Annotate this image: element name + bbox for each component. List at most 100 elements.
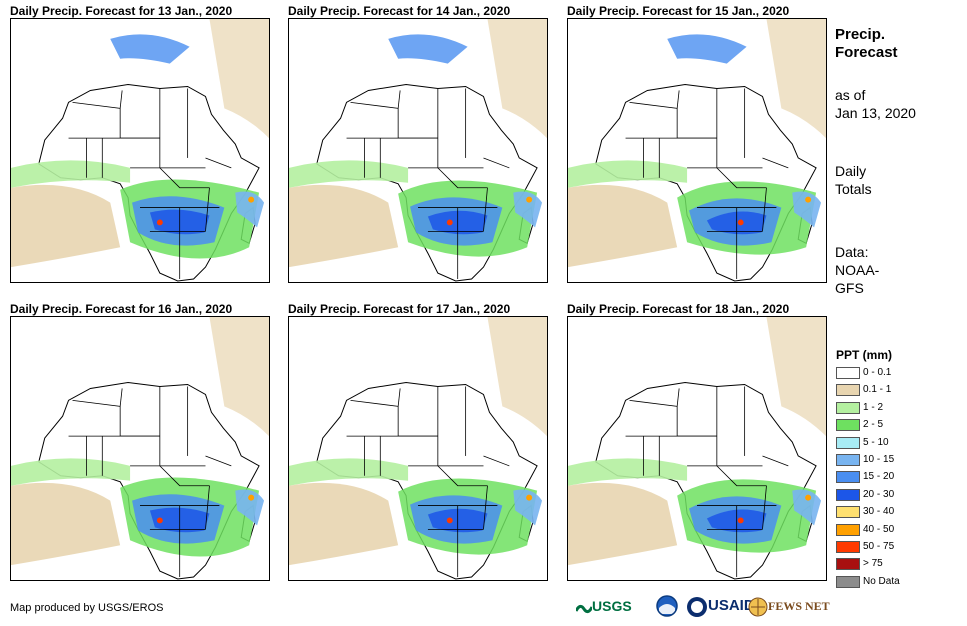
map-panel-14-jan: Daily Precip. Forecast for 14 Jan., 2020 xyxy=(288,5,548,283)
precip-core xyxy=(513,191,543,228)
as-of-label: as of xyxy=(835,87,866,103)
precip-band xyxy=(11,160,131,188)
light-rain-area xyxy=(289,184,399,268)
heavy-rain-cell xyxy=(526,196,533,203)
country-border xyxy=(437,465,488,487)
precip-map xyxy=(288,316,548,581)
legend-swatch xyxy=(836,471,860,484)
legend-label: 40 - 50 xyxy=(863,523,895,535)
precip-core xyxy=(792,191,822,228)
legend-swatch xyxy=(836,541,860,553)
africa-map-svg xyxy=(568,317,826,580)
legend-swatch xyxy=(836,367,860,379)
precip-band xyxy=(568,458,688,486)
country-border xyxy=(716,465,767,487)
heavy-rain-cell xyxy=(737,219,744,226)
precip-band xyxy=(289,160,409,188)
map-panel-18-jan: Daily Precip. Forecast for 18 Jan., 2020 xyxy=(567,303,827,581)
precip-map xyxy=(10,18,270,283)
precip-core xyxy=(235,191,265,228)
legend-swatch xyxy=(836,454,860,466)
map-panel-16-jan: Daily Precip. Forecast for 16 Jan., 2020 xyxy=(10,303,270,581)
noaa-emblem-icon xyxy=(656,595,678,617)
country-border xyxy=(205,455,232,467)
africa-map-svg xyxy=(11,19,269,282)
country-border xyxy=(205,157,232,169)
legend-swatch xyxy=(836,558,860,571)
legend-label: 30 - 40 xyxy=(863,506,895,518)
legend-label: No Data xyxy=(863,575,900,587)
panel-title: Daily Precip. Forecast for 14 Jan., 2020 xyxy=(288,4,511,18)
heavy-rain-cell xyxy=(248,494,255,501)
product-title-line1: Precip. xyxy=(835,26,886,43)
usaid-seal-icon xyxy=(687,596,707,617)
heavy-rain-cell xyxy=(446,517,453,524)
heavy-rain-cell xyxy=(737,517,744,524)
light-rain-area xyxy=(209,19,269,139)
country-border xyxy=(159,167,210,189)
africa-map-svg xyxy=(289,317,547,580)
legend-label: 0.1 - 1 xyxy=(863,384,892,396)
fewsnet-globe-icon xyxy=(748,597,768,617)
heavy-rain-cell xyxy=(805,196,812,203)
country-border xyxy=(762,187,767,232)
light-rain-area xyxy=(766,19,826,139)
legend-swatch xyxy=(836,488,860,501)
legend-label: 50 - 75 xyxy=(863,541,895,552)
panel-title: Daily Precip. Forecast for 13 Jan., 2020 xyxy=(10,4,233,18)
usaid-logo: USAID xyxy=(686,594,755,618)
light-rain-area xyxy=(568,184,678,268)
as-of-date: Jan 13, 2020 xyxy=(835,105,916,121)
data-source-line2: NOAA- xyxy=(835,262,880,278)
legend-swatch xyxy=(836,436,860,449)
light-rain-area xyxy=(487,19,547,139)
light-rain-area xyxy=(487,317,547,437)
light-rain-area xyxy=(11,184,121,268)
precip-core xyxy=(513,489,543,526)
country-border xyxy=(397,90,401,109)
legend-label: 20 - 30 xyxy=(863,488,895,500)
country-border xyxy=(159,465,210,487)
precip-band xyxy=(667,34,747,64)
legend-swatch xyxy=(836,384,860,397)
legend-label: 15 - 20 xyxy=(863,471,895,483)
country-border xyxy=(676,90,680,109)
legend-label: 0 - 0.1 xyxy=(863,367,892,378)
legend-swatch xyxy=(836,506,860,519)
legend-swatch xyxy=(836,523,860,536)
country-border xyxy=(483,455,510,467)
country-border xyxy=(205,187,210,232)
heavy-rain-cell xyxy=(156,219,163,226)
heavy-rain-cell xyxy=(446,219,453,226)
light-rain-area xyxy=(766,317,826,437)
map-panel-15-jan: Daily Precip. Forecast for 15 Jan., 2020 xyxy=(567,5,827,283)
country-border xyxy=(483,485,488,530)
panel-title: Daily Precip. Forecast for 18 Jan., 2020 xyxy=(567,302,790,316)
totals-line1: Daily xyxy=(835,163,867,179)
heavy-rain-cell xyxy=(248,196,255,203)
data-source-line1: Data: xyxy=(835,244,869,260)
noaa-logo xyxy=(656,594,678,618)
country-border xyxy=(676,388,680,407)
legend-label: 1 - 2 xyxy=(863,401,884,413)
panel-title: Daily Precip. Forecast for 15 Jan., 2020 xyxy=(567,4,790,18)
totals-line2: Totals xyxy=(835,181,872,197)
legend-swatch xyxy=(836,575,860,588)
precip-map xyxy=(567,316,827,581)
heavy-rain-cell xyxy=(156,517,163,524)
country-border xyxy=(205,485,210,530)
light-rain-area xyxy=(568,482,678,566)
legend-swatch xyxy=(836,401,860,414)
usgs-logo: USGS xyxy=(574,594,632,618)
precip-map xyxy=(288,18,548,283)
precip-band xyxy=(11,458,131,486)
country-border xyxy=(119,90,123,109)
country-border xyxy=(483,157,510,169)
light-rain-area xyxy=(289,482,399,566)
country-border xyxy=(437,167,488,189)
precip-band xyxy=(388,34,468,64)
map-credit: Map produced by USGS/EROS xyxy=(10,602,164,614)
usgs-wave-icon xyxy=(574,604,594,613)
precip-map xyxy=(567,18,827,283)
product-title-line2: Forecast xyxy=(835,44,898,61)
